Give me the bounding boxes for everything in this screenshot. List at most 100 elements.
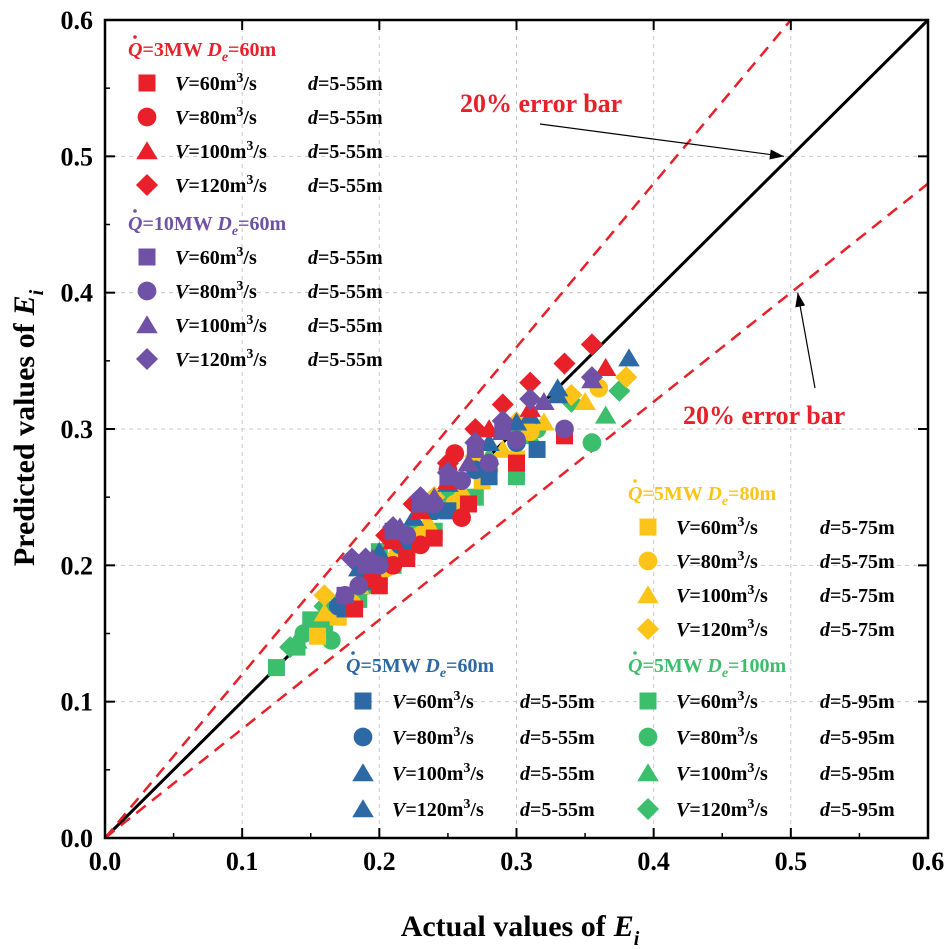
- legend-entry: V=100m3/s d=5-95m: [637, 761, 895, 785]
- q-dot-accent: [133, 209, 137, 213]
- data-point: [574, 391, 596, 411]
- legend-distance-label: d=5-75m: [820, 585, 895, 607]
- reference-line: [104, 182, 929, 839]
- legend-flow-label: V=60m3/s: [392, 689, 474, 713]
- legend-group-5MW-100: Q=5MW De=100m V=60m3/s d=5-95m V=80m3/s d=5-…: [628, 651, 895, 821]
- legend-group-3MW-60: Q=3MW De=60m V=60m3/s d=5-55m V=80m3/s d=5-5…: [128, 35, 383, 197]
- legend-entry: V=80m3/s d=5-55m: [137, 279, 383, 303]
- legend-flow-label: V=60m3/s: [676, 689, 758, 713]
- q-dot-accent: [633, 651, 637, 655]
- legend-flow-label: V=100m3/s: [175, 139, 267, 163]
- legend-distance-label: d=5-95m: [820, 727, 895, 749]
- data-point: [580, 366, 603, 389]
- data-point: [459, 495, 477, 513]
- q-dot-accent: [351, 651, 355, 655]
- data-point: [452, 471, 471, 491]
- legend-flow-label: V=100m3/s: [392, 761, 484, 785]
- legend-flow-label: V=120m3/s: [392, 797, 484, 821]
- legend-entry: V=80m3/s d=5-55m: [137, 105, 383, 129]
- data-point: [349, 576, 369, 596]
- data-point: [582, 433, 602, 452]
- data-point: [313, 603, 336, 622]
- legend-flow-label: V=100m3/s: [676, 761, 768, 785]
- legend-distance-label: d=5-95m: [820, 691, 895, 713]
- data-point: [594, 405, 617, 424]
- legend-distance-label: d=5-55m: [520, 799, 595, 821]
- legend-marker: [637, 585, 659, 604]
- legend-entry: V=100m3/s d=5-55m: [352, 761, 595, 785]
- legend-distance-label: d=5-55m: [308, 247, 383, 269]
- legend-distance-label: d=5-95m: [820, 799, 895, 821]
- legend-flow-label: V=120m3/s: [175, 173, 267, 197]
- legend-marker: [137, 107, 157, 127]
- data-point: [382, 516, 405, 539]
- data-point: [553, 352, 576, 375]
- legend-marker: [636, 797, 660, 821]
- legend-entry: V=120m3/s d=5-55m: [135, 347, 383, 371]
- legend-distance-label: d=5-75m: [820, 517, 895, 539]
- data-point: [508, 468, 525, 486]
- data-point: [279, 636, 302, 659]
- q-dot-accent: [633, 479, 637, 483]
- legend-flow-label: V=100m3/s: [175, 313, 267, 337]
- data-point: [528, 440, 546, 458]
- data-point: [398, 550, 416, 568]
- legend-flow-label: V=80m3/s: [175, 279, 257, 303]
- q-dot-accent: [133, 35, 137, 39]
- legend-flow-label: V=120m3/s: [175, 347, 267, 371]
- data-point: [423, 487, 445, 506]
- legend-flow-label: V=80m3/s: [175, 105, 257, 129]
- axis-ticks: 0.0 0.1 0.2 0.3 0.4 0.5 0.6 0.0 0.1 0.2 0.3 0.4 0.5 0…: [61, 6, 945, 876]
- legend-entry: V=80m3/s d=5-95m: [638, 725, 895, 749]
- data-point: [452, 508, 471, 527]
- y-tick-label: 0.4: [61, 279, 94, 308]
- legend-marker: [352, 763, 374, 782]
- legend-group-5MW-60: Q=5MW De=60m V=60m3/s d=5-55m V=80m3/s d=5-5…: [346, 651, 595, 821]
- legend-entry: V=60m3/s d=5-55m: [138, 245, 383, 269]
- x-tick-label: 0.6: [912, 847, 945, 876]
- annotation-arrow: [797, 292, 816, 389]
- x-tick-label: 0.3: [500, 847, 533, 876]
- legend-title: Q=5MW De=60m: [346, 655, 494, 681]
- y-tick-label: 0.0: [61, 824, 94, 853]
- legend-marker: [136, 315, 158, 334]
- data-point: [479, 453, 499, 473]
- legend-title: Q=3MW De=60m: [128, 39, 276, 65]
- legend-distance-label: d=5-55m: [520, 763, 595, 785]
- data-point: [354, 547, 377, 570]
- legend-marker: [352, 799, 374, 818]
- legend-flow-label: V=60m3/s: [175, 245, 257, 269]
- data-point: [533, 412, 555, 431]
- legend-entry: V=60m3/s d=5-55m: [354, 689, 595, 713]
- legend-distance-label: d=5-55m: [308, 281, 383, 303]
- data-point: [491, 393, 514, 416]
- data-point: [520, 422, 540, 442]
- y-tick-label: 0.6: [61, 6, 94, 35]
- data-point: [608, 379, 631, 402]
- legend-marker: [138, 74, 156, 92]
- legend-entry: V=100m3/s d=5-75m: [637, 583, 895, 607]
- x-axis-label: Actual values of Ei: [401, 910, 640, 950]
- annotation-arrow: [539, 123, 785, 157]
- data-point: [340, 547, 363, 570]
- data-point: [492, 439, 514, 458]
- legend-entry: V=120m3/s d=5-55m: [352, 797, 595, 821]
- legend-title: Q=10MW De=60m: [128, 213, 286, 239]
- data-point: [615, 366, 638, 389]
- legend-entry: V=60m3/s d=5-55m: [138, 71, 383, 95]
- data-point: [519, 387, 542, 411]
- legend-marker: [636, 617, 660, 641]
- data-point: [425, 529, 443, 547]
- legend-title: Q=5MW De=100m: [628, 655, 786, 681]
- arrow-head: [769, 149, 784, 160]
- x-tick-label: 0.2: [363, 847, 396, 876]
- data-point: [383, 555, 403, 575]
- legend-distance-label: d=5-55m: [520, 727, 595, 749]
- data-point: [409, 486, 432, 509]
- x-tick-label: 0.0: [89, 847, 122, 876]
- y-tick-label: 0.3: [61, 415, 94, 444]
- legend-entry: V=60m3/s d=5-75m: [639, 515, 895, 539]
- arrow-head: [795, 292, 806, 308]
- x-tick-label: 0.5: [775, 847, 808, 876]
- data-point: [546, 385, 569, 404]
